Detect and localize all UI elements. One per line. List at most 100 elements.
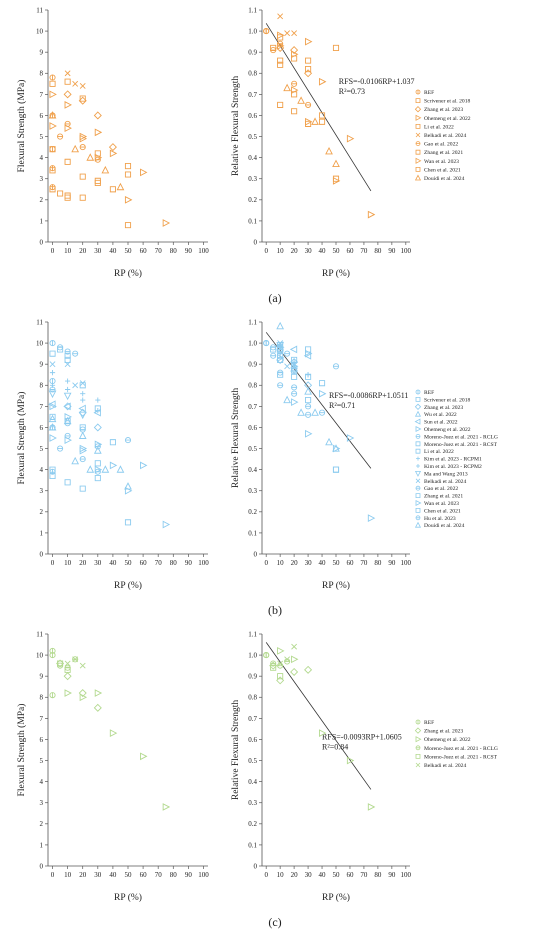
data-point — [346, 756, 355, 765]
data-point — [291, 91, 298, 98]
x-tick-label: 70 — [155, 247, 163, 255]
data-point — [284, 656, 291, 663]
y-tick-label: 2 — [40, 196, 44, 204]
data-point — [305, 117, 313, 126]
legend-label: Scrivener et al. 2018 — [424, 397, 470, 403]
data-point — [367, 210, 376, 219]
data-point — [332, 444, 341, 453]
data-point — [49, 340, 56, 347]
data-point — [49, 361, 56, 368]
y-tick-label: 1.0 — [248, 339, 257, 347]
data-point — [93, 703, 102, 712]
x-tick-label: 90 — [388, 247, 396, 255]
data-point — [49, 692, 56, 699]
data-point — [263, 652, 270, 659]
x-tick-label: 20 — [79, 247, 87, 255]
data-point — [291, 80, 298, 87]
data-point — [277, 371, 284, 378]
data-point — [303, 351, 312, 360]
data-point — [109, 439, 116, 446]
data-point — [94, 689, 103, 697]
data-point — [64, 70, 71, 77]
data-point — [101, 165, 110, 174]
x-tick-label: 80 — [170, 559, 178, 567]
y-tick-label: 0.2 — [248, 196, 257, 204]
data-point — [94, 443, 101, 450]
data-point — [277, 382, 284, 389]
y-tick-label: 0.8 — [248, 382, 257, 390]
y-tick-label: 0.2 — [248, 508, 257, 516]
data-point — [64, 158, 71, 165]
y-tick-label: 4 — [40, 466, 44, 474]
data-point — [277, 356, 284, 364]
y-tick-label: 3 — [40, 487, 44, 495]
x-tick-label: 100 — [401, 247, 412, 255]
y-tick-label: 8 — [40, 70, 44, 78]
data-point — [367, 514, 376, 523]
data-point — [79, 134, 88, 143]
data-point — [277, 31, 285, 40]
y-tick-label: 8 — [40, 694, 44, 702]
legend-symbol — [415, 124, 421, 129]
data-point — [277, 57, 284, 64]
data-point — [79, 426, 86, 433]
data-point — [297, 408, 305, 416]
data-point — [283, 83, 291, 92]
data-point — [270, 352, 277, 359]
data-point — [318, 409, 326, 416]
data-point — [79, 194, 86, 201]
legend-symbol — [415, 745, 421, 751]
data-point — [140, 168, 148, 177]
data-point — [124, 163, 132, 170]
data-point — [284, 30, 291, 37]
data-point — [332, 466, 340, 473]
legend-symbol — [415, 719, 421, 725]
x-tick-label: 0 — [264, 559, 268, 567]
data-point — [49, 386, 56, 393]
data-point — [311, 408, 319, 416]
data-point — [78, 404, 86, 413]
data-point — [48, 414, 57, 423]
legend-label: REF — [424, 720, 434, 726]
legend-label: Moreno-Juez et al. 2021 - RCLG — [424, 434, 498, 440]
data-point — [318, 112, 326, 119]
data-point — [270, 44, 277, 52]
data-point — [305, 396, 312, 404]
legend-label: Ma and Wang 2013 — [424, 471, 468, 477]
data-point — [64, 352, 71, 359]
data-point — [291, 30, 298, 37]
data-point — [124, 195, 133, 204]
data-point — [64, 689, 72, 697]
x-tick-label: 40 — [319, 559, 327, 567]
data-point — [291, 362, 299, 371]
x-tick-label: 70 — [360, 559, 368, 567]
y-tick-label: 0.5 — [248, 133, 257, 141]
y-tick-label: 0.9 — [248, 49, 257, 57]
data-point — [49, 74, 56, 81]
chart: 0 0.1 0.2 0.3 0.4 0.5 0.6 0.7 0.8 0.9 1.0 1.1 0 10 20 3… — [231, 630, 498, 903]
data-point — [263, 28, 270, 35]
legend-symbol — [415, 114, 422, 121]
y-tick-label: 1.0 — [248, 27, 257, 35]
data-point — [124, 437, 132, 444]
data-point — [332, 44, 340, 52]
y-tick-label: 0.9 — [248, 361, 257, 369]
data-point — [79, 662, 86, 669]
data-point — [57, 133, 64, 140]
data-point — [291, 108, 298, 115]
data-point — [78, 689, 87, 698]
y-tick-label: 5 — [40, 757, 44, 765]
data-point — [63, 392, 72, 401]
legend-label: Kim et al. 2023 - RCPM2 — [424, 464, 482, 470]
data-point — [64, 78, 71, 85]
y-tick-label: 3 — [40, 175, 44, 183]
x-tick-label: 20 — [291, 247, 299, 255]
x-tick-label: 30 — [305, 247, 313, 255]
data-point — [325, 437, 333, 446]
x-tick-label: 0 — [264, 871, 268, 879]
y-tick-label: 10 — [36, 27, 44, 35]
data-point — [94, 177, 101, 184]
legend-label: Douidi et al. 2024 — [424, 523, 465, 529]
x-tick-label: 50 — [125, 559, 133, 567]
y-tick-label: 0.1 — [248, 217, 257, 225]
